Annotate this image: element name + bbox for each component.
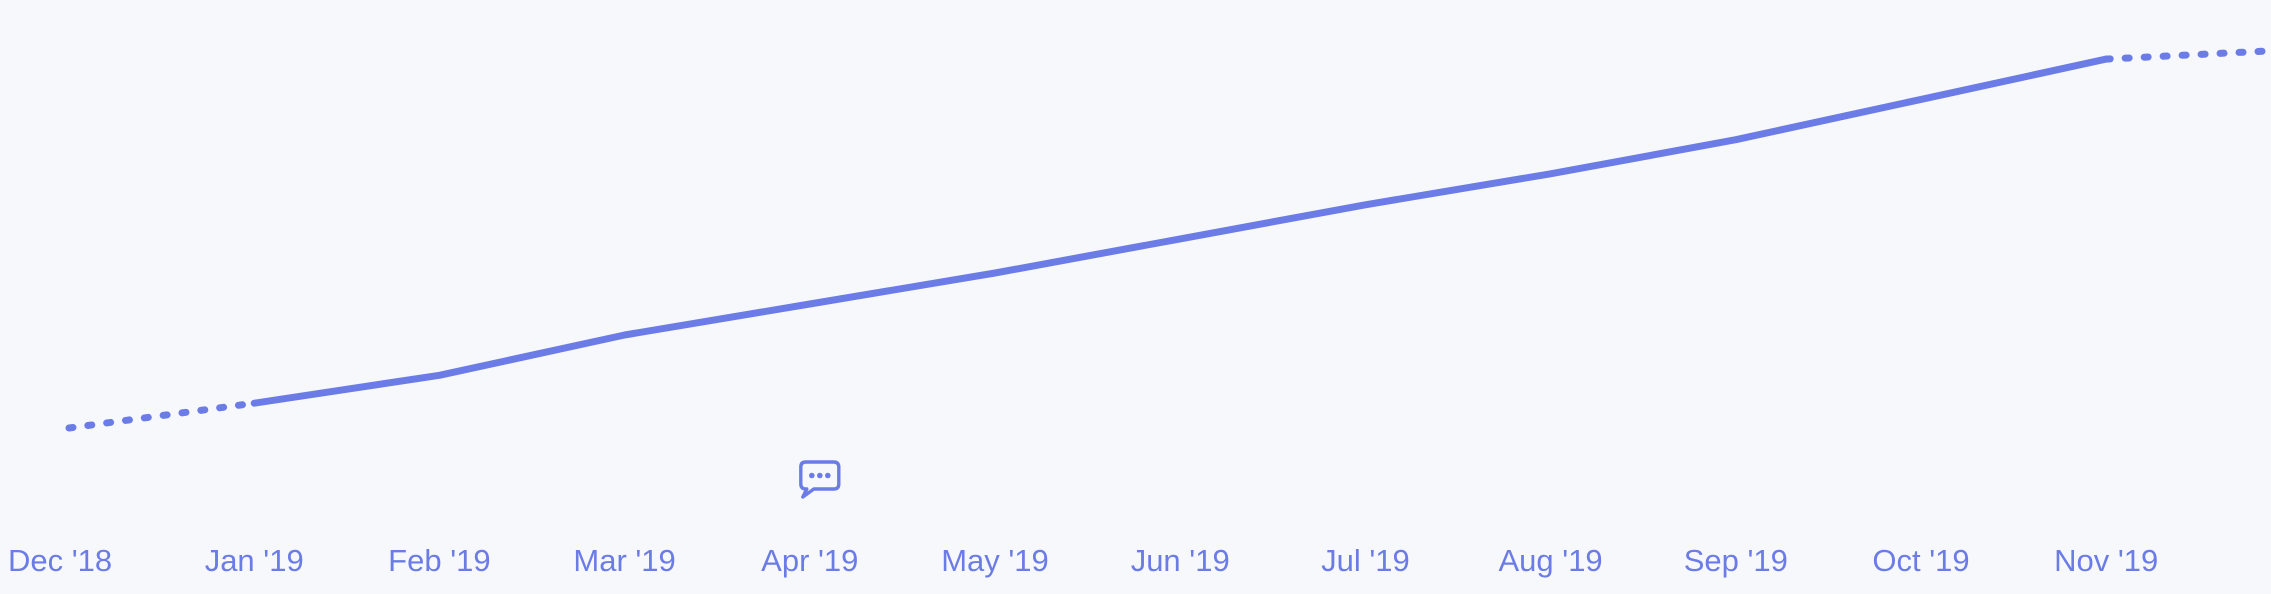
x-tick-label: Nov '19 xyxy=(2054,543,2158,578)
annotation-group xyxy=(799,460,841,499)
x-tick-label: May '19 xyxy=(941,543,1049,578)
x-tick-label: Sep '19 xyxy=(1684,543,1788,578)
comment-dot xyxy=(825,472,831,479)
x-tick-label: Jan '19 xyxy=(205,543,304,578)
x-tick-label: Apr '19 xyxy=(761,543,858,578)
x-tick-label: Mar '19 xyxy=(573,543,675,578)
x-tick-label: Feb '19 xyxy=(388,543,490,578)
x-tick-label: Dec '18 xyxy=(8,543,112,578)
comment-dot xyxy=(817,472,823,479)
x-axis: Dec '18 Jan '19 Feb '19 Mar '19 Apr '19 May '… xyxy=(8,543,2158,578)
comment-dot xyxy=(809,472,815,479)
comment-bubble xyxy=(799,460,841,499)
series-line-segment-dotted xyxy=(65,399,258,432)
x-tick-label: Oct '19 xyxy=(1872,543,1969,578)
series-line-group xyxy=(65,47,2271,432)
comment-icon[interactable] xyxy=(799,460,841,499)
x-tick-label: Aug '19 xyxy=(1499,543,1603,578)
x-tick-label: Jul '19 xyxy=(1321,543,1410,578)
series-line-segment-solid xyxy=(250,55,2110,407)
series-line-segment-dotted xyxy=(2102,47,2271,63)
x-tick-label: Jun '19 xyxy=(1131,543,1230,578)
